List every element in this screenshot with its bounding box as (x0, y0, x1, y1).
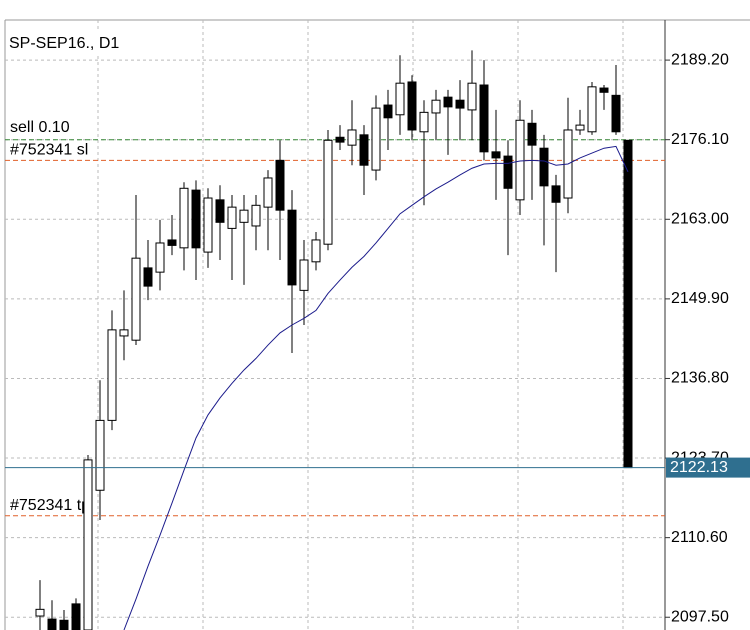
chart-title: SP-SEP16., D1 (9, 35, 119, 52)
candle-body (527, 122, 537, 146)
candle-body (623, 139, 633, 469)
candle-body (71, 603, 81, 630)
candle-body (131, 257, 141, 341)
candle-body (383, 104, 393, 119)
candle-body (479, 84, 489, 153)
candle-body (323, 139, 333, 245)
y-tick-label: 2163.00 (671, 211, 729, 228)
candle-body (95, 419, 105, 491)
moving-average (123, 145, 629, 630)
candle-body (335, 136, 345, 143)
candle-body (227, 206, 237, 229)
level-label: #752341 sl (10, 142, 88, 159)
candle-body (119, 329, 129, 337)
candle-body (191, 189, 201, 249)
level-label: sell 0.10 (10, 119, 70, 136)
candle-body (251, 204, 261, 227)
candle-body (419, 111, 429, 133)
candle-body (143, 267, 153, 287)
candle-body (575, 124, 585, 131)
candle-body (59, 619, 69, 630)
candle-body (347, 129, 357, 146)
candle-body (35, 608, 45, 617)
candle-body (359, 134, 369, 166)
candle-body (539, 147, 549, 187)
candle-body (275, 159, 285, 211)
candle-body (467, 82, 477, 111)
candle-body (287, 209, 297, 286)
candle-body (203, 197, 213, 253)
candle-body (491, 151, 501, 159)
y-tick-label: 2110.60 (671, 529, 728, 546)
last-price-label: 2122.13 (670, 459, 728, 476)
candle-body (311, 239, 321, 263)
title-bg (6, 32, 146, 56)
candle-body (83, 459, 93, 630)
y-tick-label: 2097.50 (671, 608, 729, 625)
candle-body (443, 96, 453, 108)
candle-body (395, 82, 405, 116)
candle-body (407, 81, 417, 131)
candle-body (179, 187, 189, 249)
candle-body (503, 155, 513, 189)
y-tick-label: 2149.90 (671, 290, 729, 307)
candle-body (587, 86, 597, 133)
candle-body (155, 242, 165, 273)
candle-body (455, 99, 465, 109)
y-tick-label: 2136.80 (671, 370, 729, 387)
candle-body (515, 119, 525, 201)
candle-body (239, 209, 249, 223)
candle-body (167, 239, 177, 246)
candle-body (47, 618, 57, 630)
candle-body (551, 185, 561, 203)
candle-body (599, 87, 609, 93)
last-price-box (666, 457, 750, 478)
candle-body (371, 107, 381, 171)
y-tick-label: 2189.20 (671, 51, 729, 68)
level-label: #752341 tp (10, 497, 90, 514)
y-tick-label: 2176.10 (671, 131, 729, 148)
candle-body (299, 259, 309, 291)
candle-body (107, 329, 117, 421)
candle-body (611, 94, 621, 133)
candle-body (431, 99, 441, 114)
candle-body (215, 199, 225, 223)
candle-body (263, 177, 273, 208)
